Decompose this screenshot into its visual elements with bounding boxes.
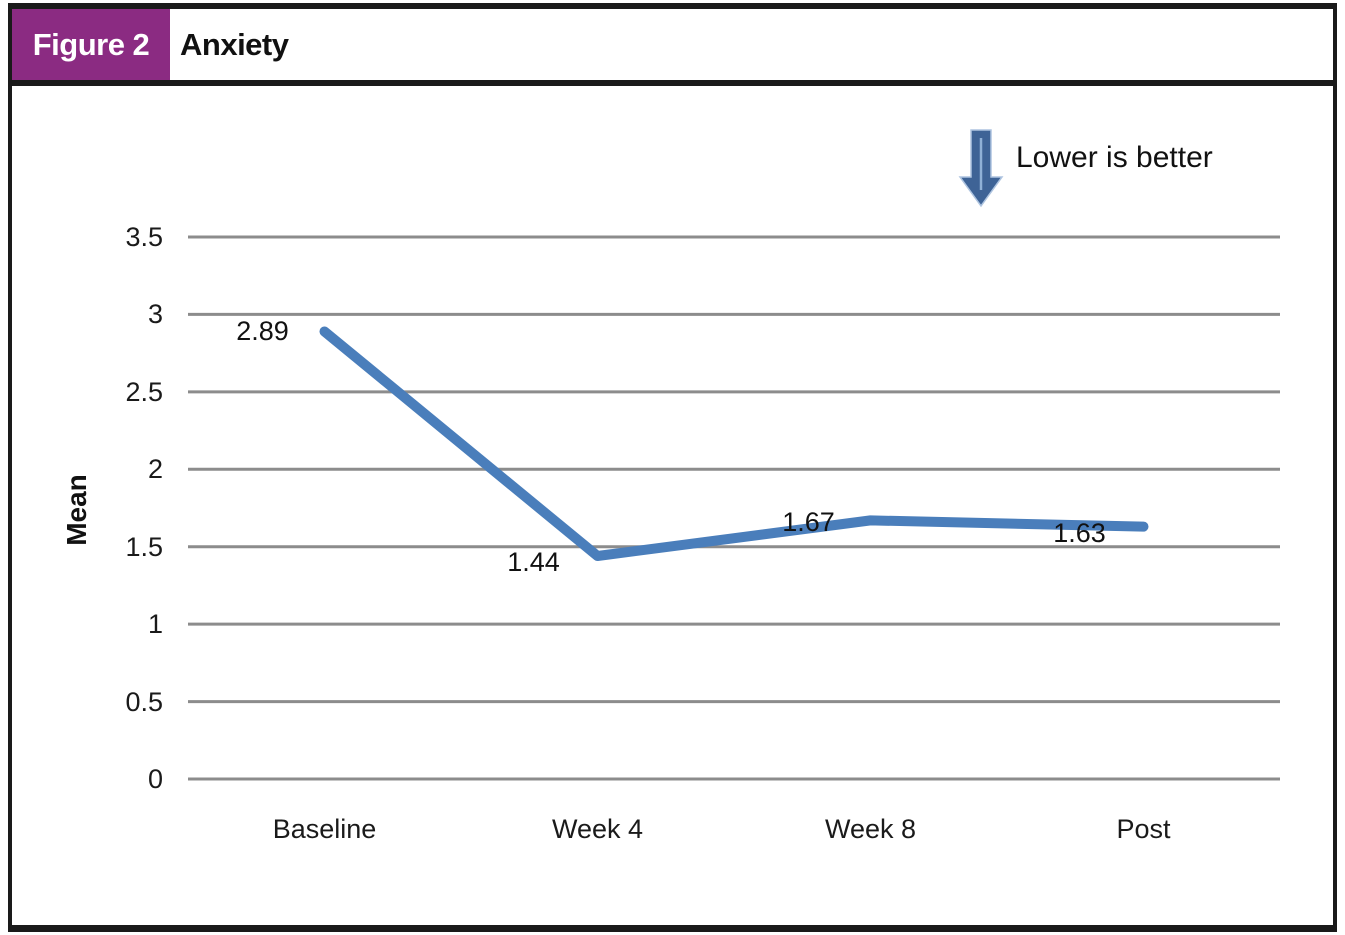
annotation-text: Lower is better bbox=[1016, 141, 1213, 174]
anxiety-series-line bbox=[319, 326, 1149, 562]
figure-title: Anxiety bbox=[180, 26, 289, 62]
data-label: 1.63 bbox=[1053, 517, 1106, 548]
x-category-label: Baseline bbox=[272, 814, 377, 844]
figure-label-tab: Figure 2 bbox=[12, 9, 170, 80]
x-category-label: Post bbox=[1116, 814, 1171, 844]
data-label: 2.89 bbox=[236, 316, 289, 347]
figure-label: Figure 2 bbox=[32, 26, 150, 62]
header-divider bbox=[8, 80, 1337, 86]
gridlines bbox=[188, 235, 1280, 781]
y-tick-label: 3.5 bbox=[125, 222, 163, 252]
y-tick-label: 1.5 bbox=[125, 531, 163, 562]
x-category-label: Week 8 bbox=[824, 814, 917, 844]
y-tick-label: 0 bbox=[147, 764, 163, 794]
y-tick-label: 1 bbox=[147, 609, 163, 640]
data-label: 1.44 bbox=[507, 547, 560, 577]
y-tick-label: 0.5 bbox=[125, 686, 163, 717]
down-arrow-icon bbox=[958, 129, 1004, 208]
y-tick-label: 2 bbox=[147, 454, 163, 485]
data-label: 1.67 bbox=[782, 507, 835, 538]
x-category-label: Week 4 bbox=[551, 814, 644, 844]
y-tick-label: 3 bbox=[147, 299, 163, 330]
y-tick-label: 2.5 bbox=[125, 376, 163, 407]
figure-frame bbox=[8, 3, 1337, 932]
